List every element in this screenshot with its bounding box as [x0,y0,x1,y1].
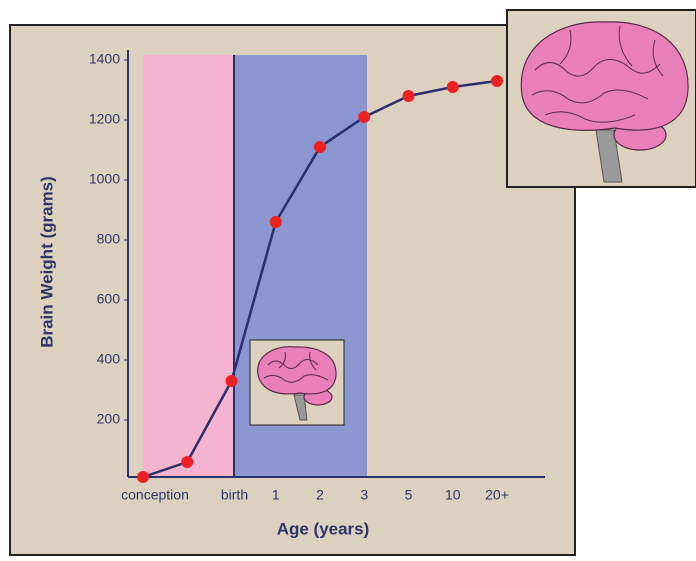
y-axis-title: Brain Weight (grams) [37,176,56,348]
y-tick-label: 1200 [89,111,120,127]
data-point [137,471,149,483]
data-point [491,75,503,87]
data-point [314,141,326,153]
y-tick-label: 1400 [89,51,120,67]
y-tick-label: 600 [97,291,121,307]
y-tick-label: 1000 [89,171,120,187]
x-tick-label: 1 [272,487,280,503]
x-tick-label: 3 [360,487,368,503]
x-tick-label: birth [221,487,248,503]
x-tick-label: 20+ [485,487,509,503]
data-point [225,375,238,387]
x-tick-label: 5 [405,487,413,503]
data-point [402,90,415,102]
x-tick-label: conception [121,487,189,503]
prenatal-band [143,55,234,477]
x-tick-label: 10 [445,487,461,503]
y-tick-label: 400 [97,351,121,367]
large-brain-inset [506,9,696,188]
x-tick-label: 2 [316,487,324,503]
data-point [446,81,459,93]
x-axis-title: Age (years) [277,519,370,538]
small-brain-inset [249,339,345,426]
y-tick-label: 800 [97,231,121,247]
data-point [358,111,371,123]
y-tick-label: 200 [97,411,121,427]
data-point [181,456,194,468]
data-point [269,216,282,228]
